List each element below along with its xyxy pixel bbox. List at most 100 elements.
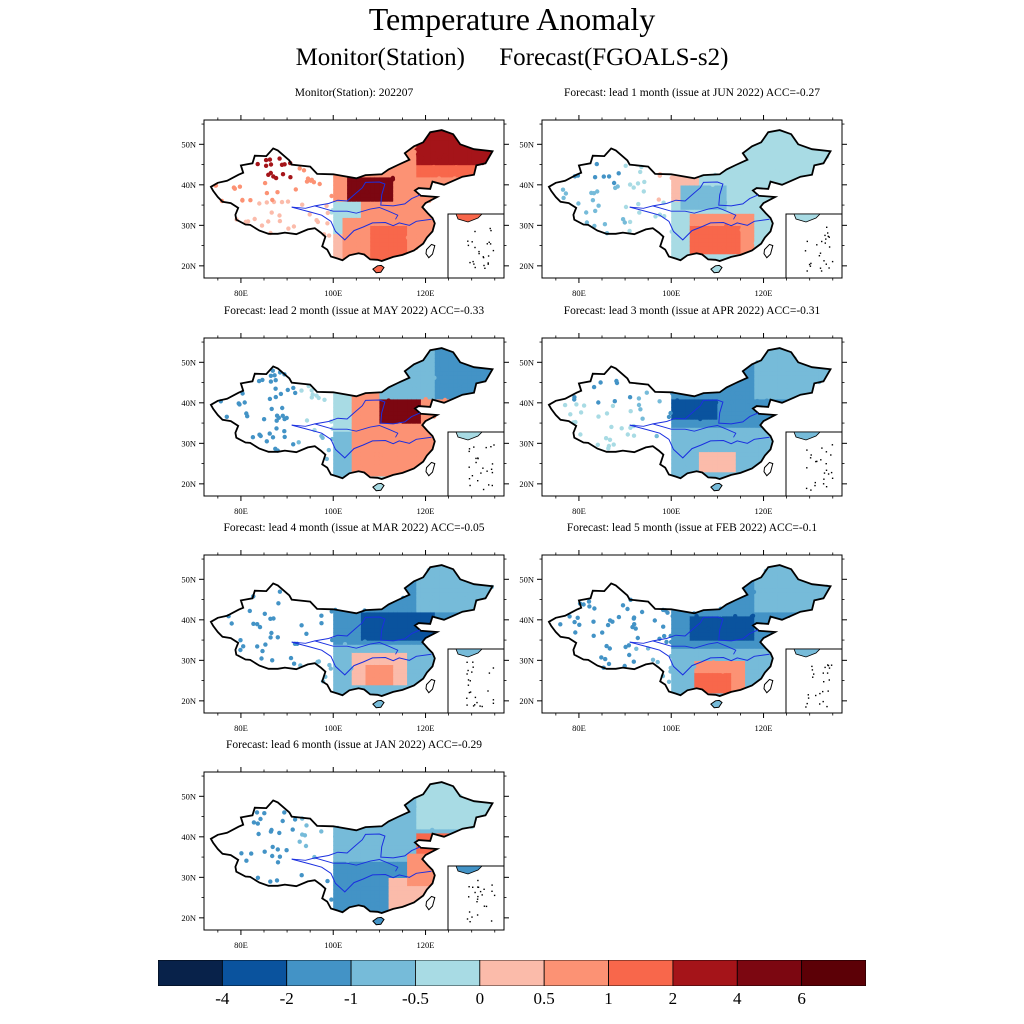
y-tick-label: 30N [181,220,196,230]
map-lead4: 80E 100E 120E 50N 40N 30N 20N [181,550,509,733]
station-dot [304,179,310,184]
x-tick-label: 80E [572,723,586,733]
china-border [209,781,494,914]
station-dot [240,197,245,203]
station-dot [691,630,696,635]
station-dot [609,424,614,430]
station-dot [633,626,638,631]
station-dot [666,679,672,684]
station-dot [247,608,252,614]
station-dot [726,170,732,175]
station-dot [301,168,307,173]
station-dot [665,610,670,615]
station-dot [781,603,786,608]
inset-coast [455,213,483,223]
colorbar [158,960,866,986]
station-dot [742,432,747,437]
station-dot [796,167,801,172]
station-dot [450,579,455,584]
y-tick-label: 50N [519,139,534,149]
station-dot [803,366,808,371]
station-dot [581,403,587,408]
map-lead1: 80E 100E 120E 50N 40N 30N 20N [519,115,847,298]
station-dot [591,633,596,638]
taiwan-island [425,243,436,259]
y-tick-label: 50N [519,574,534,584]
station-dot [653,214,658,219]
station-dot [780,351,785,357]
station-dot [257,201,262,206]
colorbar-bin [350,960,416,986]
station-dot [277,213,282,218]
station-dot [591,384,597,390]
station-dot [241,644,246,649]
station-dot [733,635,738,640]
station-dot [616,614,622,620]
station-dot [562,402,568,408]
station-dot [607,437,613,442]
panel-title-monitor: Monitor(Station): 202207 [294,87,414,99]
y-tick-label: 50N [181,139,196,149]
x-tick-label: 100E [324,940,342,950]
inset-islands [804,226,834,272]
station-dot [457,802,462,807]
station-dot [325,210,330,216]
station-dot [698,416,703,422]
y-tick-label: 50N [181,574,196,584]
station-dot [272,373,277,378]
station-dot [364,189,370,195]
station-dot [232,186,237,191]
station-dot [693,636,698,641]
map-lead6: 80E 100E 120E 50N 40N 30N 20N [181,767,509,950]
y-tick-label: 40N [519,615,534,625]
station-dot [661,624,666,629]
station-dot [650,657,656,662]
station-dot [568,412,573,417]
station-dot [592,175,598,180]
station-dot [255,875,261,880]
station-dot [266,172,271,177]
station-dot [668,669,673,674]
y-tick-label: 40N [181,832,196,842]
colorbar-label: 4 [733,989,742,1008]
colorbar-label: -0.5 [401,989,429,1008]
station-dot [446,785,452,790]
station-dot [255,821,260,826]
station-dot [412,149,417,155]
station-dot [745,162,750,168]
station-dot [404,393,409,398]
map-panel-lead2: 80E 100E 120E 50N 40N 30N 20N [160,318,512,518]
station-dot [730,610,735,615]
station-dot [694,178,700,184]
station-dot [291,224,297,229]
station-dot [751,589,757,595]
subtitle-monitor: Monitor(Station) [295,44,466,71]
x-tick-label: 100E [662,506,680,516]
station-dot [625,606,630,612]
station-dot [724,223,729,229]
station-dot [251,621,256,626]
station-dot [737,394,743,400]
station-dot [259,223,265,228]
station-dot [442,153,448,158]
station-dot [262,611,267,616]
station-dot [284,415,289,421]
station-dot [797,386,802,392]
station-dot [263,642,268,647]
station-dot [573,630,578,635]
station-dot [483,805,489,811]
station-dot [631,615,637,620]
hainan-island [372,699,385,709]
colorbar-label: -4 [215,989,230,1008]
station-dot [627,219,633,225]
station-dot [666,414,672,420]
station-dot [581,602,586,607]
station-dot [800,166,805,172]
station-dot [270,435,276,440]
map-panel-lead4: 80E 100E 120E 50N 40N 30N 20N [160,535,512,735]
station-dot [747,177,753,182]
station-dot [678,685,683,690]
station-dot [258,816,263,822]
yellow-river [314,616,421,642]
station-dot [600,630,605,635]
